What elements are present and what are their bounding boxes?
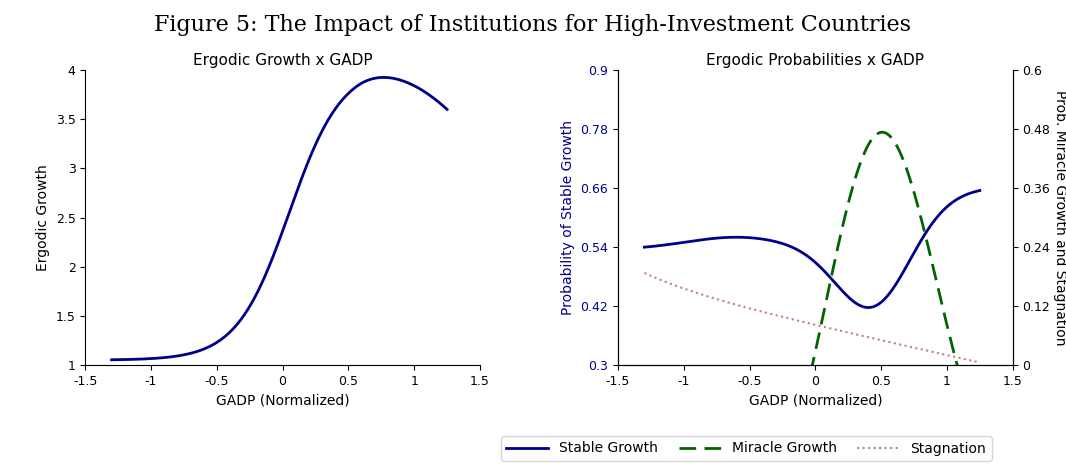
Text: Figure 5: The Impact of Institutions for High-Investment Countries: Figure 5: The Impact of Institutions for… (155, 14, 911, 36)
X-axis label: GADP (Normalized): GADP (Normalized) (215, 393, 350, 407)
Y-axis label: Prob. Miracle Growth and Stagnation: Prob. Miracle Growth and Stagnation (1053, 90, 1066, 345)
Title: Ergodic Probabilities x GADP: Ergodic Probabilities x GADP (707, 52, 924, 68)
Y-axis label: Ergodic Growth: Ergodic Growth (36, 164, 50, 271)
Legend: Stable Growth, Miracle Growth, Stagnation: Stable Growth, Miracle Growth, Stagnatio… (501, 436, 991, 461)
X-axis label: GADP (Normalized): GADP (Normalized) (748, 393, 883, 407)
Title: Ergodic Growth x GADP: Ergodic Growth x GADP (193, 52, 372, 68)
Y-axis label: Probability of Stable Growth: Probability of Stable Growth (561, 120, 575, 315)
